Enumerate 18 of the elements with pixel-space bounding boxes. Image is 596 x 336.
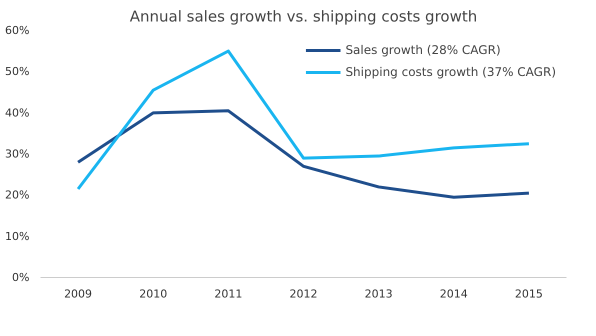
y-tick-label: 50% bbox=[5, 65, 30, 78]
x-tick-label: 2014 bbox=[440, 288, 468, 300]
x-tick-label: 2013 bbox=[364, 288, 393, 300]
y-tick-label: 0% bbox=[12, 271, 30, 284]
y-tick-label: 40% bbox=[5, 106, 30, 120]
x-tick-label: 2012 bbox=[290, 288, 318, 300]
y-tick-label: 30% bbox=[5, 148, 30, 160]
legend-label: Sales growth (28% CAGR) bbox=[345, 43, 501, 57]
x-tick-label: 2009 bbox=[64, 288, 92, 300]
y-tick-label: 60% bbox=[5, 24, 30, 37]
chart-title: Annual sales growth vs. shipping costs growth bbox=[130, 8, 478, 26]
legend-label: Shipping costs growth (37% CAGR) bbox=[345, 65, 556, 79]
x-tick-label: 2015 bbox=[514, 288, 543, 300]
y-tick-label: 20% bbox=[5, 188, 30, 202]
line-series bbox=[76, 109, 530, 199]
x-tick-label: 2010 bbox=[139, 288, 168, 300]
x-tick-label: 2011 bbox=[214, 288, 242, 300]
y-tick-label: 10% bbox=[5, 230, 30, 243]
